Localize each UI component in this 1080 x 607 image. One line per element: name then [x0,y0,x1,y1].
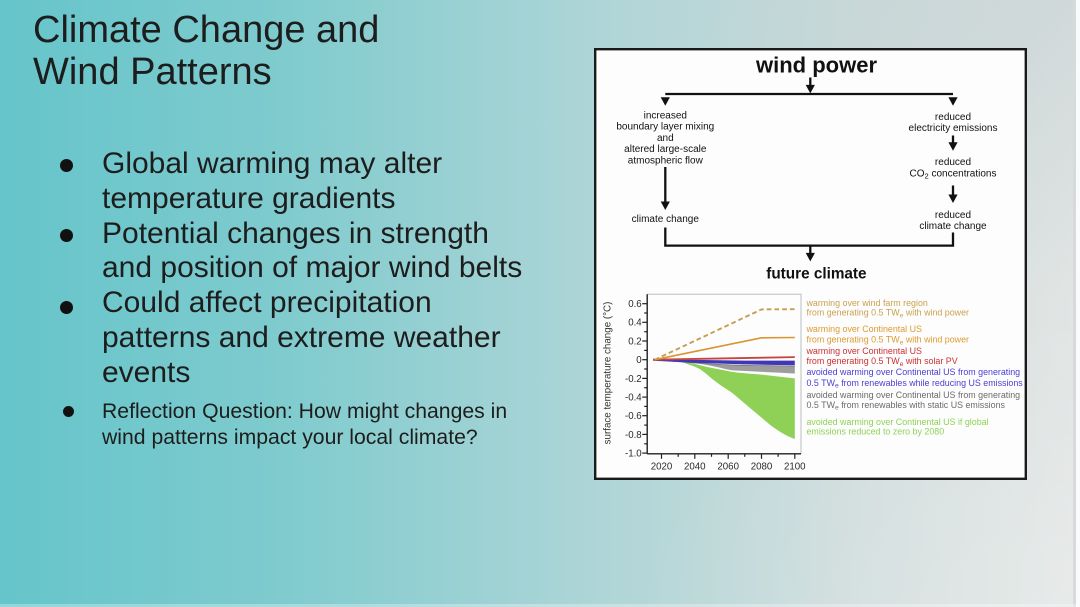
svg-text:-0.6: -0.6 [625,411,642,422]
svg-text:surface temperature change (°C: surface temperature change (°C) [603,301,614,444]
svg-text:future climate: future climate [766,265,866,282]
svg-text:reduced: reduced [935,157,971,168]
svg-text:and: and [657,132,674,143]
svg-text:warming over Continental US: warming over Continental US [806,345,923,355]
svg-text:avoided warming over Continent: avoided warming over Continental US from… [807,367,1021,377]
svg-text:0.5 TWe from renewables with s: 0.5 TWe from renewables with static US e… [807,399,1006,411]
svg-text:increased: increased [644,110,687,121]
svg-text:0.6: 0.6 [628,299,641,310]
svg-text:2100: 2100 [784,461,806,472]
svg-text:0.2: 0.2 [628,336,641,347]
svg-text:reduced: reduced [935,111,971,122]
svg-text:0.5 TWe from renewables while: 0.5 TWe from renewables while reducing U… [807,377,1024,389]
svg-text:2020: 2020 [651,461,673,472]
svg-text:0.4: 0.4 [628,317,642,328]
svg-text:warming over Continental US: warming over Continental US [806,324,923,334]
svg-text:avoided warming over Continent: avoided warming over Continental US from… [807,390,1021,400]
svg-text:wind power: wind power [755,52,877,77]
svg-text:CO2 concentrations: CO2 concentrations [910,168,997,180]
svg-text:2040: 2040 [684,461,706,472]
svg-text:boundary layer mixing: boundary layer mixing [616,121,714,132]
svg-text:-0.2: -0.2 [625,373,642,384]
svg-text:emissions reduced to zero by 2: emissions reduced to zero by 2080 [807,426,945,436]
svg-text:from generating 0.5 TWe with w: from generating 0.5 TWe with wind power [807,334,970,346]
svg-text:-1.0: -1.0 [625,448,642,459]
svg-text:climate change: climate change [632,214,700,225]
svg-text:reduced: reduced [935,210,971,221]
svg-text:atmospheric flow: atmospheric flow [628,155,704,166]
svg-text:2060: 2060 [717,461,739,472]
svg-text:altered large-scale: altered large-scale [624,144,707,155]
svg-text:warming over wind farm region: warming over wind farm region [806,297,928,307]
svg-text:avoided warming over Continent: avoided warming over Continental US if g… [807,417,989,427]
svg-text:2080: 2080 [751,461,773,472]
svg-text:from generating 0.5 TWe with w: from generating 0.5 TWe with wind power [807,307,970,319]
svg-text:-0.4: -0.4 [625,392,642,403]
svg-text:climate change: climate change [919,221,987,232]
svg-text:electricity emissions: electricity emissions [909,123,998,134]
svg-text:from generating 0.5 TWe with s: from generating 0.5 TWe with solar PV [807,356,958,368]
svg-text:0: 0 [636,355,642,366]
svg-text:-0.8: -0.8 [625,429,642,440]
